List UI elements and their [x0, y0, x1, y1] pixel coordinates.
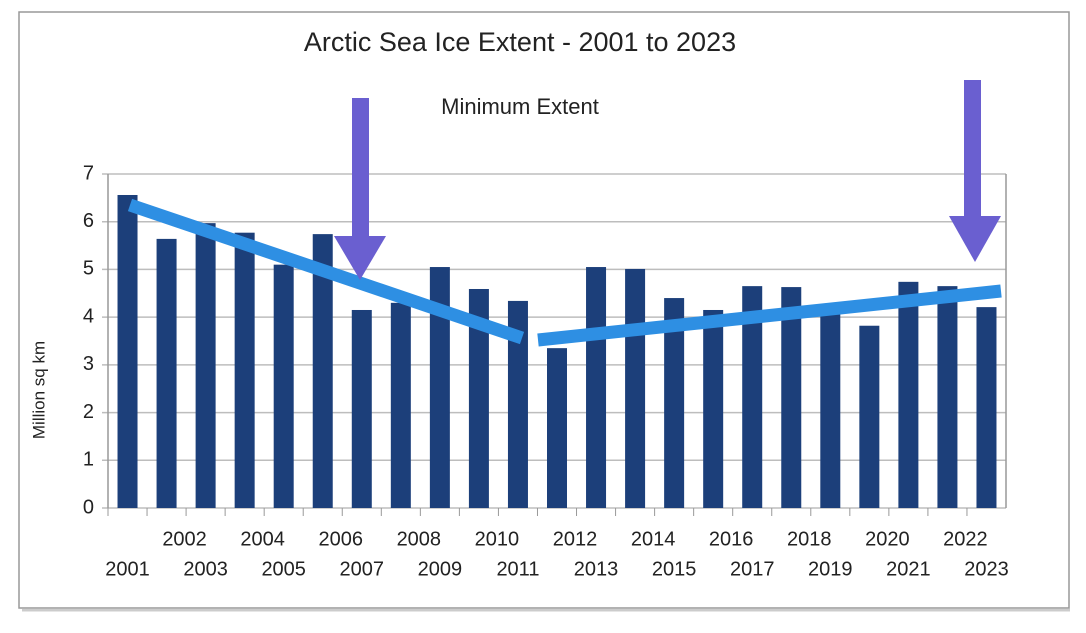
x-tick-label: 2006	[318, 528, 363, 550]
x-tick-label: 2007	[340, 558, 385, 580]
arrow-shaft	[352, 98, 369, 238]
x-tick-label: 2011	[496, 558, 539, 580]
bar	[664, 298, 685, 508]
bar	[742, 286, 763, 508]
x-tick-label: 2015	[652, 558, 697, 580]
x-tick-label: 2013	[574, 558, 619, 580]
x-tick-label: 2008	[397, 528, 442, 550]
x-tick-label: 2022	[943, 528, 988, 550]
bar	[312, 234, 333, 508]
bar	[898, 281, 919, 508]
x-tick-label: 2009	[418, 558, 463, 580]
bar	[976, 307, 997, 508]
x-tick-label: 2018	[787, 528, 832, 550]
bar	[586, 267, 607, 508]
y-tick-label: 7	[83, 162, 94, 184]
annotations	[127, 80, 1002, 347]
y-tick-label: 3	[83, 353, 94, 375]
bar	[429, 267, 450, 508]
bar	[351, 309, 372, 508]
y-tick-label: 4	[83, 305, 94, 327]
x-tick-label: 2014	[631, 528, 676, 550]
plot: 0 1 2 3 4 5 6 7 2001 2002 2003 2004 2005 2006 2007 2008…	[83, 162, 1009, 580]
x-tick-label: 2021	[886, 558, 931, 580]
x-tick-label: 2005	[261, 558, 306, 580]
x-tick-label: 2023	[964, 558, 1009, 580]
bar	[195, 223, 216, 508]
bar	[234, 232, 255, 508]
y-tick-label: 5	[83, 258, 94, 280]
bar	[703, 309, 724, 508]
bar	[468, 288, 489, 508]
arrow-shaft	[964, 80, 981, 218]
chart-subtitle: Minimum Extent	[441, 94, 599, 119]
x-tick-label: 2019	[808, 558, 853, 580]
y-tick-label: 0	[83, 496, 94, 518]
arrow-head	[949, 216, 1001, 262]
bar	[156, 238, 177, 509]
bar	[273, 264, 294, 508]
bar	[390, 302, 411, 508]
x-tick-label: 2017	[730, 558, 775, 580]
x-tick-label: 2010	[475, 528, 520, 550]
trend-line	[537, 284, 1002, 347]
x-tick-label: 2016	[709, 528, 754, 550]
bar	[859, 325, 880, 508]
bar	[117, 194, 138, 508]
trend-line	[127, 198, 525, 345]
x-tick-label: 2003	[183, 558, 228, 580]
x-tick-label: 2004	[240, 528, 285, 550]
y-tick-label: 6	[83, 210, 94, 232]
bar	[547, 348, 567, 508]
y-tick-label: 2	[83, 401, 94, 423]
y-tick-label: 1	[83, 449, 94, 471]
x-tick-label: 2012	[553, 528, 598, 550]
bar	[820, 312, 841, 508]
y-axis-label: Million sq km	[29, 341, 48, 439]
bar	[781, 287, 802, 508]
arrow-head	[334, 236, 386, 280]
x-tick-label: 2002	[162, 528, 207, 550]
x-tick-label: 2001	[105, 558, 150, 580]
bar	[625, 268, 646, 508]
bar	[507, 300, 528, 508]
bar	[937, 286, 958, 508]
chart-title: Arctic Sea Ice Extent - 2001 to 2023	[304, 27, 736, 57]
x-tick-label: 2020	[865, 528, 910, 550]
